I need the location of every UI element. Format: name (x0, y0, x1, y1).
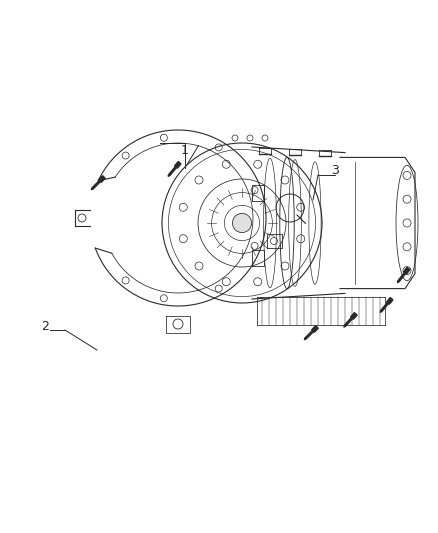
Polygon shape (387, 297, 393, 304)
Polygon shape (168, 174, 170, 176)
Polygon shape (305, 330, 314, 339)
Polygon shape (99, 176, 105, 182)
Polygon shape (397, 281, 399, 282)
Polygon shape (344, 325, 346, 327)
Polygon shape (169, 166, 177, 175)
Text: 2: 2 (41, 319, 49, 333)
Text: 3: 3 (331, 164, 339, 176)
Polygon shape (312, 326, 318, 332)
Polygon shape (175, 161, 181, 168)
Circle shape (233, 213, 251, 232)
Text: 1: 1 (181, 143, 189, 157)
Polygon shape (380, 310, 382, 312)
Polygon shape (92, 181, 101, 189)
Polygon shape (398, 272, 406, 281)
Polygon shape (351, 313, 357, 319)
Polygon shape (403, 268, 410, 274)
Polygon shape (304, 338, 306, 340)
Polygon shape (91, 188, 93, 190)
Polygon shape (381, 303, 389, 311)
Polygon shape (344, 318, 353, 326)
